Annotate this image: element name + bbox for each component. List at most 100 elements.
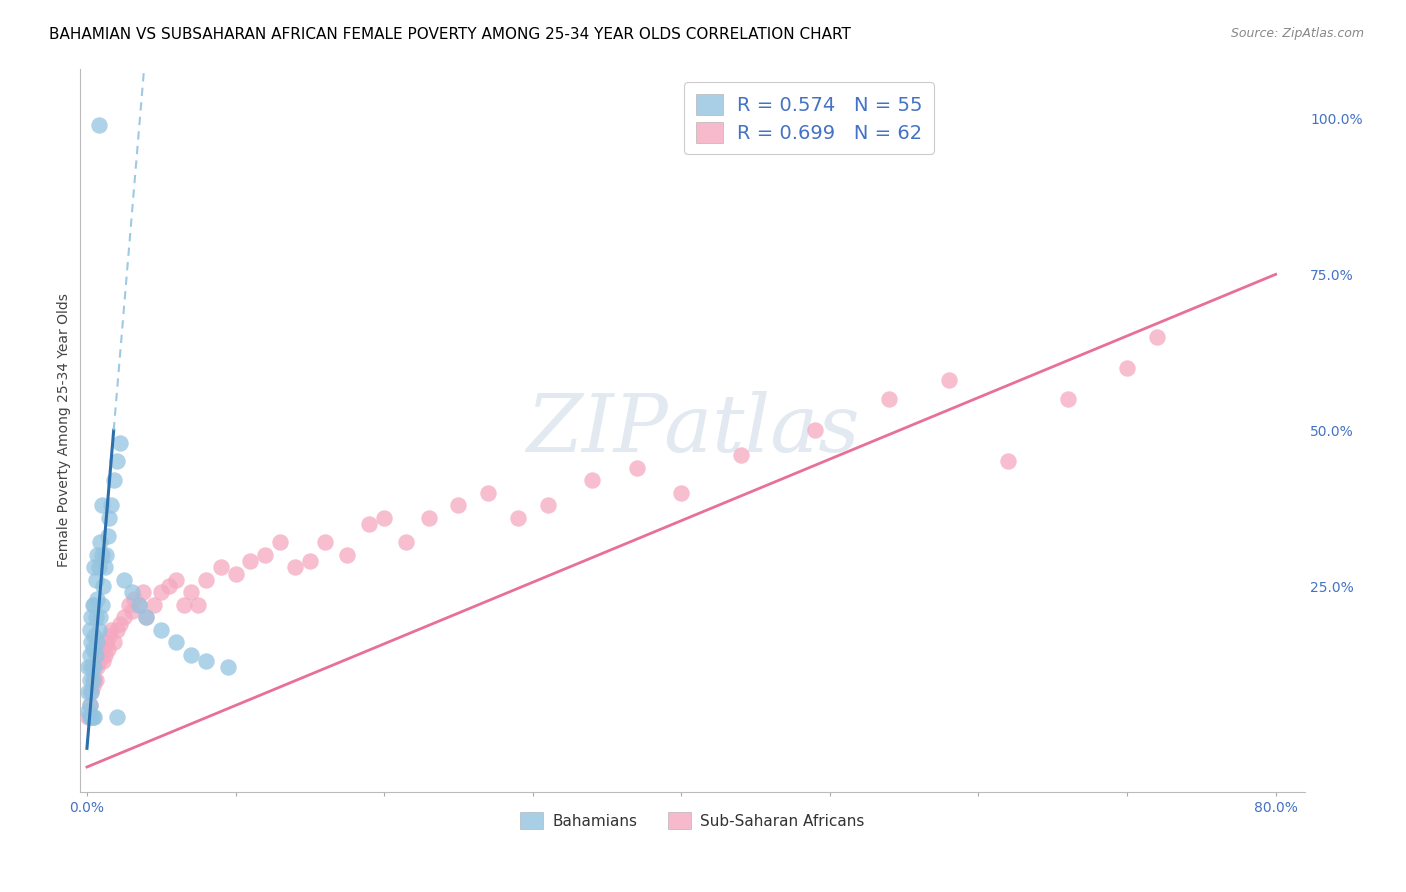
Point	[97, 529, 120, 543]
Point	[79, 698, 101, 712]
Point	[165, 635, 187, 649]
Point	[80, 685, 103, 699]
Point	[180, 585, 202, 599]
Point	[84, 648, 107, 662]
Point	[82, 673, 104, 687]
Point	[395, 535, 418, 549]
Point	[98, 510, 121, 524]
Point	[87, 118, 110, 132]
Point	[80, 685, 103, 699]
Point	[80, 610, 103, 624]
Point	[105, 454, 128, 468]
Text: Source: ZipAtlas.com: Source: ZipAtlas.com	[1230, 27, 1364, 40]
Y-axis label: Female Poverty Among 25-34 Year Olds: Female Poverty Among 25-34 Year Olds	[58, 293, 72, 567]
Point	[96, 548, 118, 562]
Point	[108, 435, 131, 450]
Point	[112, 610, 135, 624]
Point	[83, 629, 105, 643]
Point	[86, 548, 108, 562]
Point	[314, 535, 336, 549]
Point	[157, 579, 180, 593]
Point	[82, 679, 104, 693]
Point	[165, 573, 187, 587]
Point	[626, 460, 648, 475]
Point	[150, 585, 173, 599]
Point	[82, 598, 104, 612]
Point	[336, 548, 359, 562]
Point	[94, 560, 117, 574]
Point	[77, 710, 100, 724]
Point	[135, 610, 157, 624]
Point	[82, 641, 104, 656]
Point	[97, 641, 120, 656]
Point	[79, 710, 101, 724]
Point	[1116, 360, 1139, 375]
Point	[225, 566, 247, 581]
Point	[671, 485, 693, 500]
Point	[269, 535, 291, 549]
Point	[100, 498, 122, 512]
Point	[94, 648, 117, 662]
Point	[105, 710, 128, 724]
Point	[98, 629, 121, 643]
Point	[128, 598, 150, 612]
Point	[359, 516, 381, 531]
Point	[150, 623, 173, 637]
Point	[173, 598, 195, 612]
Point	[80, 660, 103, 674]
Point	[298, 554, 321, 568]
Point	[89, 648, 111, 662]
Point	[91, 579, 114, 593]
Point	[217, 660, 239, 674]
Point	[86, 635, 108, 649]
Point	[77, 685, 100, 699]
Point	[89, 535, 111, 549]
Point	[96, 635, 118, 649]
Point	[879, 392, 901, 406]
Point	[80, 635, 103, 649]
Point	[194, 573, 217, 587]
Point	[132, 585, 155, 599]
Text: ZIPatlas: ZIPatlas	[526, 392, 859, 469]
Point	[418, 510, 440, 524]
Point	[86, 591, 108, 606]
Point	[938, 373, 960, 387]
Point	[284, 560, 307, 574]
Point	[142, 598, 165, 612]
Point	[87, 654, 110, 668]
Point	[84, 610, 107, 624]
Point	[254, 548, 277, 562]
Point	[79, 698, 101, 712]
Point	[997, 454, 1019, 468]
Point	[1056, 392, 1078, 406]
Point	[79, 623, 101, 637]
Point	[180, 648, 202, 662]
Point	[87, 623, 110, 637]
Point	[112, 573, 135, 587]
Point	[506, 510, 529, 524]
Point	[90, 598, 112, 612]
Point	[90, 548, 112, 562]
Text: BAHAMIAN VS SUBSAHARAN AFRICAN FEMALE POVERTY AMONG 25-34 YEAR OLDS CORRELATION : BAHAMIAN VS SUBSAHARAN AFRICAN FEMALE PO…	[49, 27, 851, 42]
Point	[89, 610, 111, 624]
Point	[100, 623, 122, 637]
Point	[124, 591, 146, 606]
Point	[77, 704, 100, 718]
Point	[373, 510, 395, 524]
Point	[477, 485, 499, 500]
Point	[83, 598, 105, 612]
Point	[84, 573, 107, 587]
Point	[91, 654, 114, 668]
Point	[86, 660, 108, 674]
Point	[105, 623, 128, 637]
Point	[80, 710, 103, 724]
Point	[87, 560, 110, 574]
Point	[187, 598, 209, 612]
Point	[581, 473, 603, 487]
Point	[209, 560, 232, 574]
Point	[83, 710, 105, 724]
Point	[117, 598, 139, 612]
Point	[90, 641, 112, 656]
Point	[103, 473, 125, 487]
Point	[1146, 329, 1168, 343]
